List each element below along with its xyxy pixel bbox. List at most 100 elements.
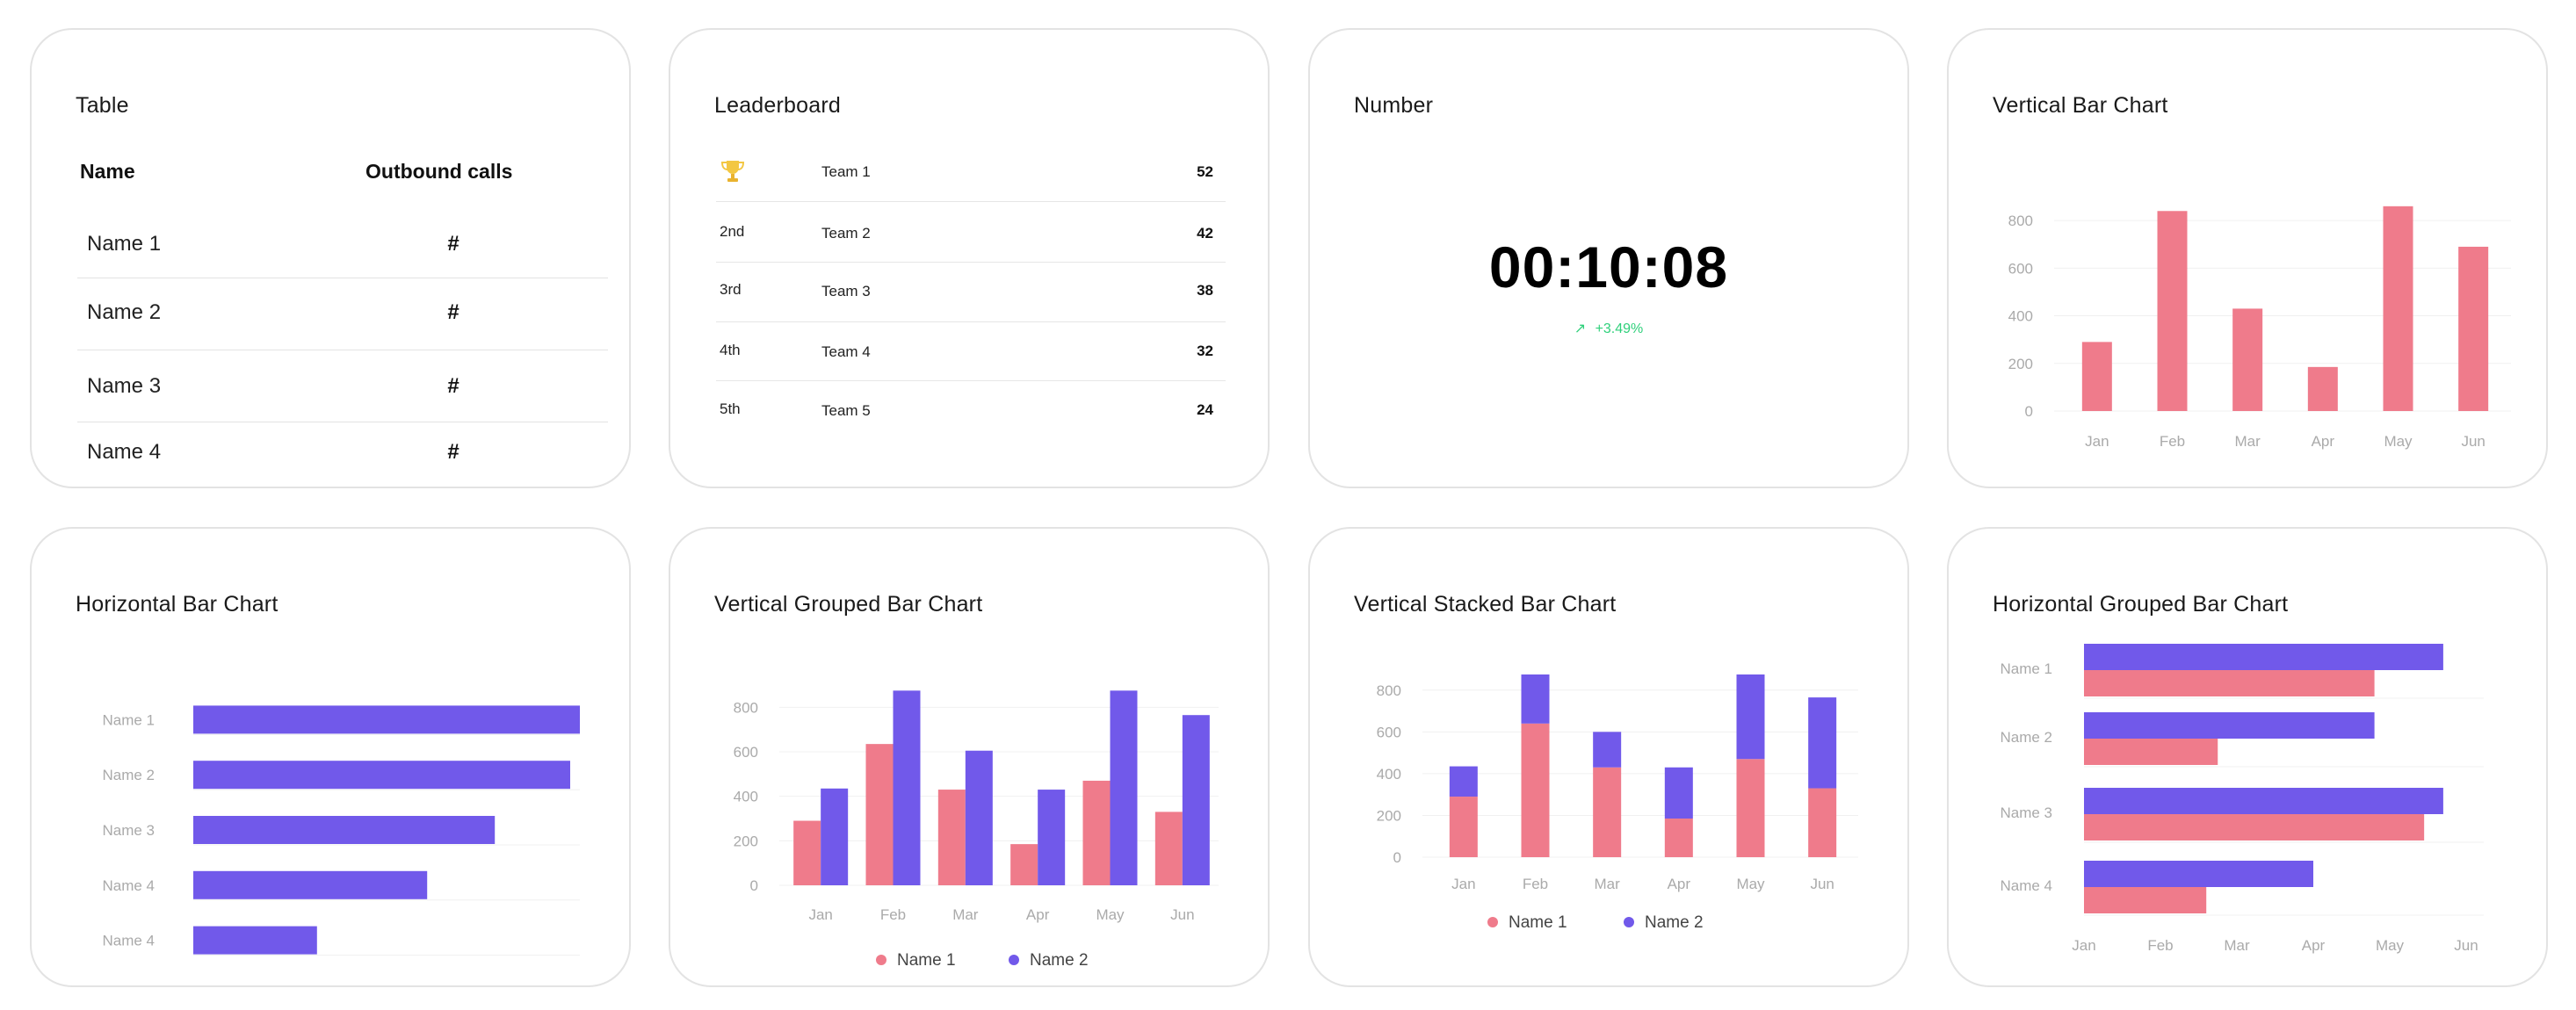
x-tick-label: Mar — [952, 906, 979, 923]
vertical-bar-chart-card: Vertical Bar Chart 0 200 400 600 800 Jan Feb Ma… — [1947, 28, 2548, 488]
bar-segment — [1593, 732, 1622, 768]
bar — [2383, 206, 2413, 411]
x-tick-label: May — [1096, 906, 1125, 923]
vertical-stacked-bar-chart: 0 200 400 600 800 Jan Feb Mar Apr May Jun Name 1 Nam… — [1377, 674, 1858, 932]
x-tick-label: Jun — [1170, 906, 1194, 923]
x-tick-label: May — [2384, 433, 2413, 450]
y-tick-label: 400 — [734, 789, 758, 805]
leaderboard-team: Team 3 — [821, 283, 871, 299]
bar — [793, 820, 821, 885]
bar — [193, 816, 496, 844]
leaderboard-team: Team 2 — [821, 225, 871, 242]
leaderboard-rank: 5th — [720, 400, 741, 417]
legend-marker — [1487, 917, 1498, 927]
y-tick-label: Name 2 — [102, 767, 155, 783]
leaderboard-rank: 3rd — [720, 281, 742, 298]
bar — [965, 750, 993, 885]
bar — [193, 761, 570, 790]
bar — [2084, 644, 2443, 670]
x-tick-label: Apr — [2312, 433, 2335, 450]
bar — [2084, 670, 2375, 696]
bar — [2307, 366, 2338, 411]
table-card: Table Name Outbound calls Name 1 # Name … — [30, 28, 631, 488]
x-tick-label: Apr — [1668, 876, 1691, 892]
x-tick-label: Apr — [2302, 937, 2326, 954]
y-tick-label: Name 3 — [2000, 804, 2052, 821]
bar — [2084, 887, 2207, 913]
bar — [1082, 780, 1111, 885]
y-tick-label: 600 — [2008, 260, 2033, 277]
bar — [2084, 739, 2218, 765]
leaderboard-score: 38 — [1197, 282, 1213, 299]
bar — [821, 788, 849, 885]
y-tick-label: Name 4 — [102, 877, 155, 894]
bar-segment — [1664, 767, 1693, 819]
legend-label: Name 2 — [1645, 913, 1704, 932]
card-title: Leaderboard — [714, 93, 841, 118]
bar-segment — [1593, 767, 1622, 857]
y-tick-label: 800 — [2008, 213, 2033, 229]
legend-label: Name 2 — [1030, 951, 1089, 970]
x-tick-label: Jan — [1451, 876, 1475, 892]
bar-segment — [1664, 819, 1693, 857]
x-tick-label: Jun — [1810, 876, 1834, 892]
bar-segment — [1449, 766, 1478, 797]
chart-title: Vertical Grouped Bar Chart — [714, 592, 983, 617]
y-tick-label: 400 — [1377, 766, 1401, 783]
leaderboard-score: 32 — [1197, 343, 1213, 359]
table-row-name: Name 1 — [87, 232, 162, 256]
table-row-value: # — [447, 232, 459, 256]
bar — [2157, 211, 2188, 411]
leaderboard-rank: 2nd — [720, 223, 745, 240]
trophy-icon — [720, 161, 745, 182]
chart-title: Vertical Stacked Bar Chart — [1354, 592, 1617, 617]
vertical-grouped-bar-chart: 0 200 400 600 800 Jan Feb Mar Apr May Jun Name 1 Nam… — [734, 690, 1219, 970]
vertical-stacked-bar-chart-card: Vertical Stacked Bar Chart 0 200 400 600 800… — [1308, 527, 1909, 987]
bar — [193, 705, 580, 734]
leaderboard-team: Team 4 — [821, 343, 871, 360]
bar — [1110, 690, 1138, 885]
row-divider — [716, 201, 1226, 202]
card-title: Table — [76, 93, 129, 118]
number-card: Number 00:10:08 ↗ +3.49% — [1308, 28, 1909, 488]
y-tick-label: 800 — [1377, 682, 1401, 699]
y-tick-label: 600 — [1377, 724, 1401, 740]
legend-marker — [876, 955, 886, 965]
chart-title: Horizontal Bar Chart — [76, 592, 279, 617]
vertical-bar-chart: 0 200 400 600 800 Jan Feb Mar Apr May Jun — [2008, 206, 2511, 450]
bar — [937, 790, 966, 885]
y-tick-label: 0 — [2025, 403, 2033, 420]
leaderboard-team: Team 5 — [821, 402, 871, 419]
bar — [193, 926, 317, 955]
leaderboard-score: 24 — [1197, 401, 1213, 418]
delta-value: +3.49% — [1595, 321, 1644, 336]
bar — [2081, 342, 2112, 411]
bar — [1182, 715, 1210, 885]
bar — [193, 870, 428, 899]
y-tick-label: Name 1 — [102, 711, 155, 728]
table-row-name: Name 4 — [87, 440, 162, 464]
table-row-value: # — [447, 300, 459, 324]
horizontal-grouped-bar-chart: Name 1 Name 2 Name 3 Name 4 Jan Feb Mar Apr May J… — [2000, 644, 2484, 954]
bar — [2084, 861, 2313, 887]
bar-segment — [1808, 697, 1837, 789]
x-tick-label: Jun — [2454, 937, 2478, 954]
chart-title: Horizontal Grouped Bar Chart — [1993, 592, 2289, 617]
table-row-name: Name 2 — [87, 300, 162, 324]
bar — [2084, 788, 2443, 814]
x-tick-label: Mar — [1595, 876, 1621, 892]
metric-delta: ↗ +3.49% — [1310, 320, 1907, 337]
leaderboard-card: Leaderboard Team 1 52 2nd Team 2 42 3rd … — [669, 28, 1270, 488]
y-tick-label: Name 3 — [102, 822, 155, 839]
leaderboard-score: 42 — [1197, 225, 1213, 242]
x-tick-label: Apr — [1026, 906, 1050, 923]
trend-up-arrow-icon: ↗ — [1574, 321, 1587, 336]
table-row-value: # — [447, 374, 459, 398]
horizontal-bar-chart-card: Horizontal Bar Chart Name 1 Name 2 Name 3 N… — [30, 527, 631, 987]
bar-segment — [1521, 723, 1550, 857]
row-divider — [716, 321, 1226, 322]
horizontal-grouped-bar-chart-card: Horizontal Grouped Bar Chart Name 1 Name … — [1947, 527, 2548, 987]
y-tick-label: 800 — [734, 699, 758, 716]
legend-label: Name 1 — [897, 951, 956, 970]
y-tick-label: 200 — [1377, 807, 1401, 824]
